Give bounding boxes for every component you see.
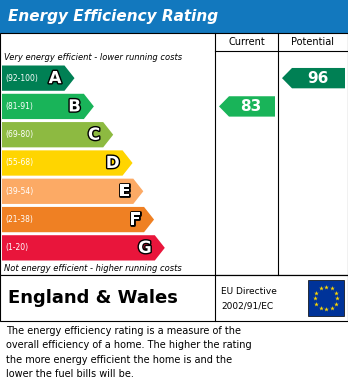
Text: (92-100): (92-100) (5, 74, 38, 83)
Bar (0, 0, 348, 33)
Polygon shape (219, 96, 275, 117)
Bar (308, 280, 344, 316)
Text: Very energy efficient - lower running costs: Very energy efficient - lower running co… (4, 53, 182, 62)
Text: 2002/91/EC: 2002/91/EC (221, 302, 273, 311)
Text: A: A (49, 69, 62, 87)
Polygon shape (2, 207, 154, 232)
Text: Current: Current (228, 37, 265, 47)
Text: (55-68): (55-68) (5, 158, 33, 167)
Bar (0, 33, 348, 275)
Text: (39-54): (39-54) (5, 187, 33, 196)
Text: F: F (130, 211, 141, 229)
Text: E: E (119, 182, 130, 200)
Text: (69-80): (69-80) (5, 130, 33, 139)
Text: (1-20): (1-20) (5, 243, 28, 252)
Text: EU Directive: EU Directive (221, 287, 277, 296)
Text: Not energy efficient - higher running costs: Not energy efficient - higher running co… (4, 264, 182, 273)
Text: Potential: Potential (292, 37, 334, 47)
Bar (0, 275, 348, 321)
Text: D: D (106, 154, 120, 172)
Polygon shape (2, 66, 74, 91)
Polygon shape (2, 94, 94, 119)
Text: England & Wales: England & Wales (8, 289, 178, 307)
Polygon shape (2, 151, 133, 176)
Text: The energy efficiency rating is a measure of the
overall efficiency of a home. T: The energy efficiency rating is a measur… (6, 326, 252, 379)
Text: Energy Efficiency Rating: Energy Efficiency Rating (8, 9, 218, 24)
Text: (21-38): (21-38) (5, 215, 33, 224)
Polygon shape (2, 179, 143, 204)
Text: 96: 96 (307, 71, 328, 86)
Text: B: B (68, 97, 81, 115)
Text: G: G (138, 239, 152, 257)
Polygon shape (282, 68, 345, 88)
Text: (81-91): (81-91) (5, 102, 33, 111)
Text: C: C (88, 126, 100, 144)
Polygon shape (2, 235, 165, 260)
Text: 83: 83 (240, 99, 262, 114)
Polygon shape (2, 122, 113, 147)
